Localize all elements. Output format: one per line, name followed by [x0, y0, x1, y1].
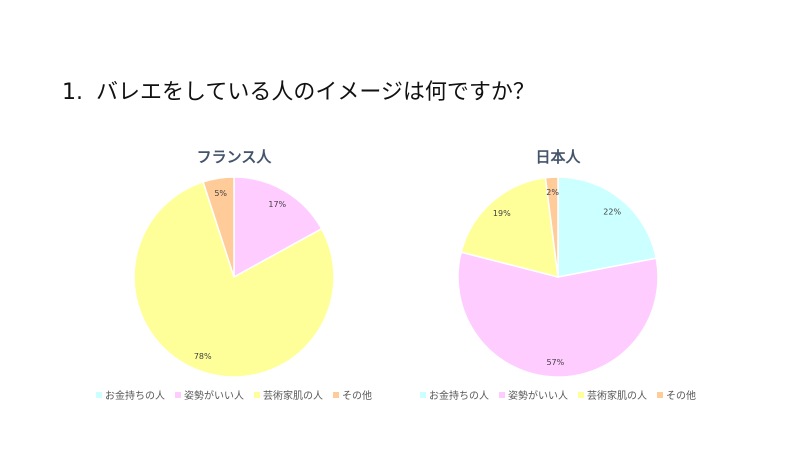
pie-slice: [544, 176, 559, 278]
legend-label: お金持ちの人: [429, 391, 489, 402]
legend-label: 姿勢がいい人: [184, 391, 244, 402]
slide-title-text: バレエをしている人のイメージは何ですか？: [96, 80, 535, 105]
legend-label: その他: [666, 391, 696, 402]
chart-title: 日本人: [535, 148, 581, 166]
legend-swatch: [96, 391, 102, 398]
pie-slice: [460, 176, 559, 279]
data-label: 22%: [603, 208, 621, 217]
legend-swatch: [578, 391, 584, 398]
pie-plot-area: 22% 57% 19% 2%: [457, 176, 659, 378]
chart-legend: お金持ちの人 姿勢がいい人 芸術家肌の人 その他: [408, 387, 708, 402]
legend-label: 芸術家肌の人: [587, 391, 647, 402]
data-label: 19%: [493, 209, 511, 218]
data-label: 78%: [194, 352, 212, 361]
data-label: 2%: [546, 188, 559, 197]
data-label: 5%: [214, 189, 227, 198]
pie-slice: [557, 176, 658, 278]
legend-item: 姿勢がいい人: [175, 387, 244, 402]
pie-slice: [233, 176, 323, 279]
legend-item: お金持ちの人: [420, 387, 489, 402]
legend-swatch: [333, 391, 339, 398]
chart-legend: お金持ちの人 姿勢がいい人 芸術家肌の人 その他: [84, 387, 384, 402]
legend-label: お金持ちの人: [105, 391, 165, 402]
legend-label: 芸術家肌の人: [263, 391, 323, 402]
chart-title: フランス人: [196, 148, 272, 166]
legend-swatch: [175, 391, 181, 398]
pie-slice: [457, 251, 659, 378]
slide-title-number: 1.: [62, 80, 83, 105]
legend-item: 芸術家肌の人: [254, 387, 323, 402]
legend-item: 姿勢がいい人: [499, 387, 568, 402]
legend-item: その他: [657, 387, 696, 402]
data-label: 57%: [546, 358, 564, 367]
legend-item: お金持ちの人: [96, 387, 165, 402]
pie-slice: [202, 176, 235, 278]
legend-swatch: [657, 391, 663, 398]
slide-title: 1. バレエをしている人のイメージは何ですか？: [62, 74, 535, 106]
pie-chart-france: フランス人 0%17%78%5% お金持ちの人 姿勢がいい人 芸術家肌の人 その…: [84, 140, 384, 410]
data-label: 17%: [268, 200, 286, 209]
legend-label: 姿勢がいい人: [508, 391, 568, 402]
legend-item: その他: [333, 387, 372, 402]
pie-plot-area: 0%17%78%5%: [133, 176, 335, 378]
legend-swatch: [254, 391, 260, 398]
pie-chart-japan: 日本人 22% 57% 19% 2% お金持ちの人 姿勢がいい人 芸術家肌の人 その他: [408, 140, 708, 410]
legend-item: 芸術家肌の人: [578, 387, 647, 402]
legend-swatch: [499, 391, 505, 398]
legend-swatch: [420, 391, 426, 398]
legend-label: その他: [342, 391, 372, 402]
pie-slice: [133, 180, 335, 378]
